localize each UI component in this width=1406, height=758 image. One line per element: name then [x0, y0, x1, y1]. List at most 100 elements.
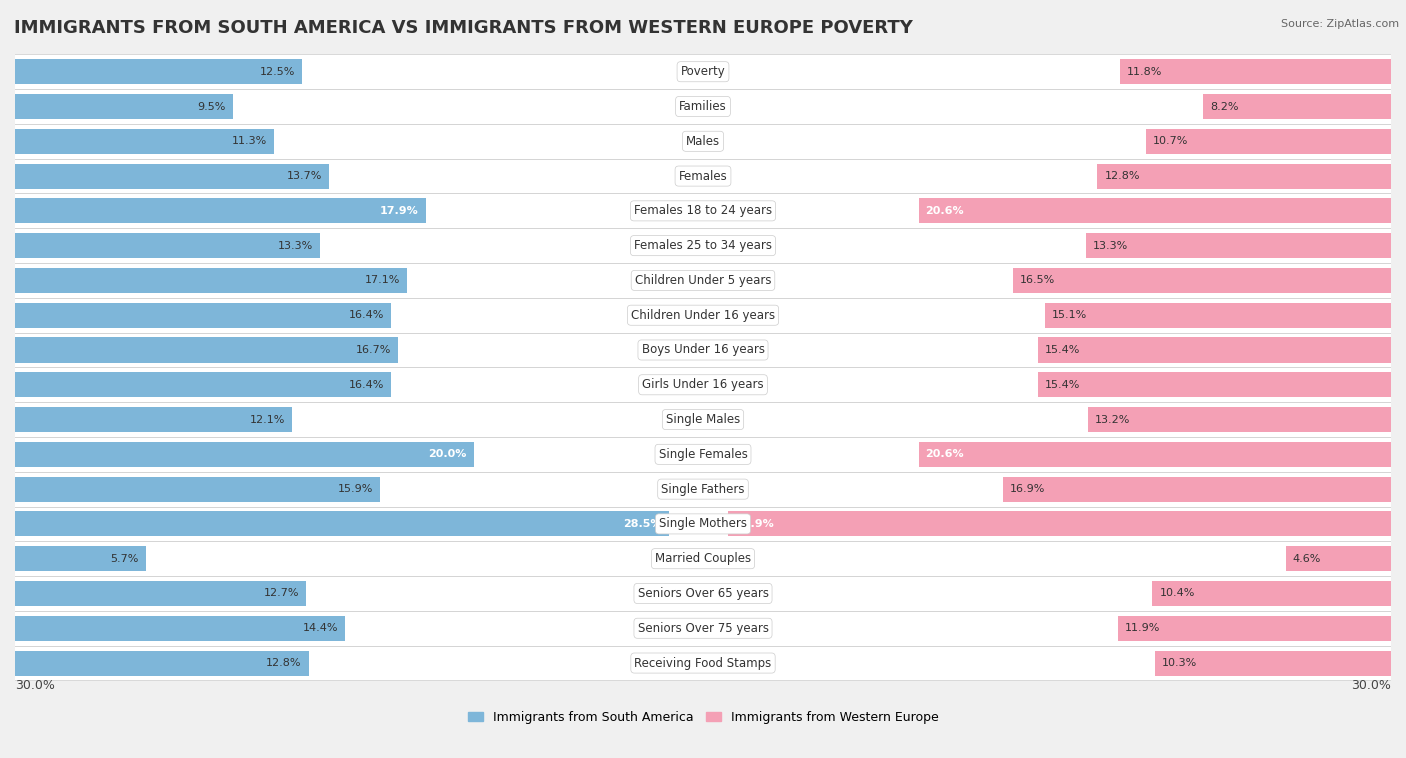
Bar [1012, 268, 1391, 293]
Bar [15, 94, 233, 119]
Bar [13, 55, 1393, 89]
Bar [1098, 164, 1391, 189]
Text: 20.0%: 20.0% [429, 449, 467, 459]
Bar [15, 407, 292, 432]
Text: Females: Females [679, 170, 727, 183]
Text: 30.0%: 30.0% [15, 679, 55, 692]
Bar [1154, 650, 1391, 675]
Bar [15, 164, 329, 189]
Text: 16.4%: 16.4% [349, 310, 384, 320]
Bar [13, 158, 1393, 193]
Text: Receiving Food Stamps: Receiving Food Stamps [634, 656, 772, 669]
Text: 11.9%: 11.9% [1125, 623, 1160, 633]
Text: 12.7%: 12.7% [264, 588, 299, 599]
Text: Seniors Over 75 years: Seniors Over 75 years [637, 622, 769, 634]
Bar [13, 298, 1393, 333]
Bar [1088, 407, 1391, 432]
Text: Single Mothers: Single Mothers [659, 518, 747, 531]
Text: 13.3%: 13.3% [1092, 240, 1128, 251]
Text: Single Females: Single Females [658, 448, 748, 461]
Text: 10.4%: 10.4% [1160, 588, 1195, 599]
Bar [13, 333, 1393, 368]
Text: 8.2%: 8.2% [1209, 102, 1239, 111]
Bar [13, 263, 1393, 298]
Text: 12.8%: 12.8% [266, 658, 302, 668]
Text: Single Males: Single Males [666, 413, 740, 426]
Text: Families: Families [679, 100, 727, 113]
Text: 13.7%: 13.7% [287, 171, 322, 181]
Text: 16.4%: 16.4% [349, 380, 384, 390]
Bar [15, 233, 321, 258]
Text: 15.1%: 15.1% [1052, 310, 1087, 320]
Bar [1038, 372, 1391, 397]
Bar [13, 368, 1393, 402]
Bar [15, 129, 274, 154]
Bar [13, 193, 1393, 228]
Bar [15, 268, 408, 293]
Bar [15, 442, 474, 467]
Text: Married Couples: Married Couples [655, 552, 751, 565]
Text: Females 25 to 34 years: Females 25 to 34 years [634, 239, 772, 252]
Bar [1085, 233, 1391, 258]
Text: 10.3%: 10.3% [1161, 658, 1197, 668]
Text: IMMIGRANTS FROM SOUTH AMERICA VS IMMIGRANTS FROM WESTERN EUROPE POVERTY: IMMIGRANTS FROM SOUTH AMERICA VS IMMIGRA… [14, 19, 912, 37]
Bar [13, 576, 1393, 611]
Legend: Immigrants from South America, Immigrants from Western Europe: Immigrants from South America, Immigrant… [468, 711, 938, 724]
Text: 28.5%: 28.5% [623, 519, 662, 529]
Bar [1153, 581, 1391, 606]
Text: 12.5%: 12.5% [260, 67, 295, 77]
Bar [15, 337, 398, 362]
Text: 16.9%: 16.9% [1011, 484, 1046, 494]
Bar [15, 615, 346, 641]
Text: Children Under 16 years: Children Under 16 years [631, 309, 775, 321]
Bar [15, 650, 308, 675]
Bar [15, 477, 380, 502]
Bar [918, 442, 1391, 467]
Text: 5.7%: 5.7% [111, 553, 139, 564]
Text: 14.4%: 14.4% [302, 623, 339, 633]
Bar [13, 228, 1393, 263]
Bar [13, 506, 1393, 541]
Text: Single Fathers: Single Fathers [661, 483, 745, 496]
Text: Girls Under 16 years: Girls Under 16 years [643, 378, 763, 391]
Text: 12.1%: 12.1% [250, 415, 285, 424]
Text: Source: ZipAtlas.com: Source: ZipAtlas.com [1281, 19, 1399, 29]
Bar [15, 302, 391, 327]
Bar [15, 59, 302, 84]
Bar [13, 402, 1393, 437]
Text: 28.9%: 28.9% [735, 519, 773, 529]
Bar [15, 581, 307, 606]
Bar [728, 512, 1391, 537]
Bar [1045, 302, 1391, 327]
Text: 15.9%: 15.9% [337, 484, 373, 494]
Bar [918, 199, 1391, 224]
Bar [13, 611, 1393, 646]
Bar [15, 547, 146, 572]
Text: 15.4%: 15.4% [1045, 380, 1080, 390]
Bar [13, 646, 1393, 681]
Bar [13, 471, 1393, 506]
Bar [1204, 94, 1391, 119]
Text: 30.0%: 30.0% [1351, 679, 1391, 692]
Text: 13.2%: 13.2% [1095, 415, 1130, 424]
Text: 11.3%: 11.3% [232, 136, 267, 146]
Text: 20.6%: 20.6% [925, 206, 965, 216]
Bar [13, 89, 1393, 124]
Text: 20.6%: 20.6% [925, 449, 965, 459]
Bar [15, 372, 391, 397]
Bar [1004, 477, 1391, 502]
Text: 12.8%: 12.8% [1104, 171, 1140, 181]
Text: 9.5%: 9.5% [198, 102, 226, 111]
Text: Females 18 to 24 years: Females 18 to 24 years [634, 205, 772, 218]
Bar [1146, 129, 1391, 154]
Bar [13, 437, 1393, 471]
Text: 10.7%: 10.7% [1153, 136, 1188, 146]
Text: 15.4%: 15.4% [1045, 345, 1080, 355]
Bar [15, 199, 426, 224]
Bar [1118, 615, 1391, 641]
Bar [13, 541, 1393, 576]
Bar [1285, 547, 1391, 572]
Text: 4.6%: 4.6% [1292, 553, 1320, 564]
Text: Males: Males [686, 135, 720, 148]
Text: 13.3%: 13.3% [278, 240, 314, 251]
